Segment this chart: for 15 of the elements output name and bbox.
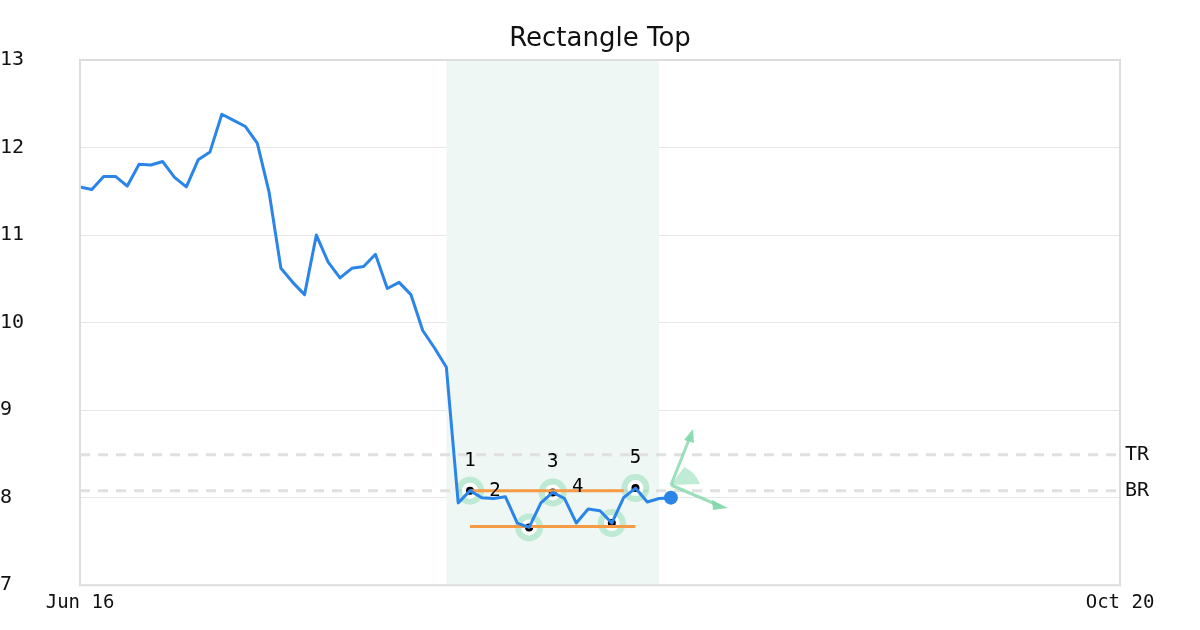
y-tick-label: 7 (0, 571, 13, 596)
ref-line-label: TR (1125, 440, 1151, 465)
y-tick-label: 13 (0, 46, 25, 71)
x-tick-label: Oct 20 (1085, 589, 1155, 612)
y-tick-label: 10 (0, 308, 25, 333)
y-tick-label: 11 (0, 221, 25, 246)
y-tick-label: 9 (0, 396, 13, 421)
annotation: 5 (629, 444, 642, 467)
chart-title: Rectangle Top (509, 22, 691, 52)
x-tick-label: Jun 16 (45, 589, 115, 612)
y-tick-label: 12 (0, 133, 25, 158)
annotation: 3 (547, 449, 559, 472)
ref-line-label: BR (1125, 476, 1151, 501)
annotation: 1 (464, 447, 476, 470)
y-tick-label: 8 (0, 483, 13, 508)
